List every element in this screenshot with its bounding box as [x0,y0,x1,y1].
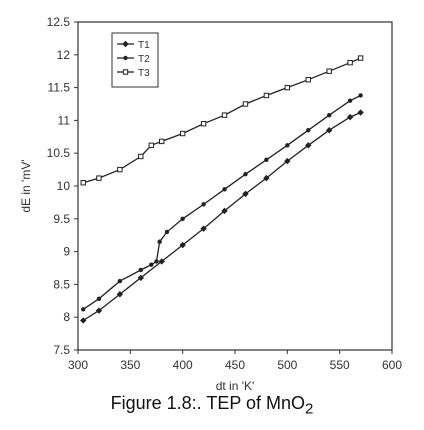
x-tick-label: 300 [68,358,88,372]
caption-text: Figure 1.8:. TEP of MnO [110,393,306,413]
data-point-t3 [347,59,353,66]
x-tick-label: 350 [120,358,140,372]
series-t1 [80,109,364,324]
series-layer [80,55,364,324]
data-point-t1 [158,258,165,265]
data-point-t2 [306,128,311,133]
legend-marker-t1 [122,40,129,48]
data-point-t3 [179,130,186,137]
legend-box [111,32,159,88]
data-point-t3 [138,153,144,160]
figure-caption: Figure 1.8:. TEP of MnO2 [0,393,424,418]
legend-marker-t3 [122,69,129,75]
x-tick-label: 600 [382,358,402,372]
data-point-t1 [263,174,270,182]
data-point-t3 [200,120,207,127]
data-point-t3 [117,166,123,173]
data-point-t2 [81,307,86,312]
data-point-t3 [242,101,249,107]
y-tick-label: 9 [63,245,70,259]
legend: T1 T2 T3 [111,32,159,88]
data-point-t2 [96,296,102,302]
y-tick-label: 11 [58,113,71,127]
legend-label-t3: T3 [138,68,150,79]
data-point-t3 [263,92,270,99]
data-point-t1 [357,109,364,116]
data-point-t3 [148,142,154,149]
data-point-t1 [95,307,103,314]
x-tick-label: 450 [225,358,245,372]
y-tick-label: 12 [57,48,71,62]
y-tick-label: 9.5 [53,212,70,226]
data-point-t1 [179,241,186,249]
data-point-t1 [200,225,207,232]
data-point-t2 [201,202,206,207]
y-tick-label: 8 [63,310,70,324]
legend-label-t2: T2 [138,54,150,65]
x-axis-ticks: 300 350 400 450 500 550 600 [68,350,402,372]
data-point-t3 [305,77,311,83]
y-tick-label: 11.5 [48,81,71,95]
data-point-t2 [164,229,170,235]
y-tick-label: 8.5 [53,277,70,291]
data-point-t2 [149,262,154,267]
data-point-t3 [96,175,102,181]
data-point-t1 [326,127,333,134]
data-point-t3 [159,138,165,145]
data-point-t3 [357,55,364,61]
x-tick-label: 400 [173,358,193,372]
data-point-t2 [138,267,143,273]
data-point-t2 [347,98,353,103]
data-point-t1 [242,190,249,198]
series-line-t3 [83,57,361,184]
x-tick-label: 550 [330,358,350,372]
series-line-t1 [82,111,361,322]
data-point-t1 [221,207,228,215]
data-point-t2 [264,157,269,162]
y-tick-label: 10.5 [47,146,71,160]
data-point-t3 [80,180,86,186]
data-point-t1 [346,113,354,121]
legend-label-t1: T1 [138,40,150,51]
y-tick-label: 10 [57,179,71,193]
y-axis-ticks: 7.5 8 8.5 9 9.5 10 10.5 11 11.5 12 12.5 [47,15,78,357]
data-point-t1 [80,317,87,324]
x-axis-label: dt in 'K' [216,379,255,393]
data-point-t2 [180,216,185,221]
y-tick-label: 12.5 [47,15,71,29]
data-point-t3 [221,112,228,118]
series-line-t2 [82,94,361,310]
y-tick-label: 7.5 [53,343,70,357]
data-point-t2 [222,187,227,192]
y-axis-label: dE in 'mV' [19,159,33,212]
legend-marker-t2 [123,55,128,61]
data-point-t2 [327,112,332,118]
data-point-t1 [116,291,124,298]
series-t3 [80,55,364,186]
data-point-t1 [284,157,291,165]
data-point-t1 [137,274,144,282]
x-tick-label: 500 [277,358,297,372]
data-point-t2 [285,143,290,148]
data-point-t2 [117,278,123,284]
caption-subscript: 2 [305,400,314,418]
series-t2 [81,93,363,312]
data-point-t3 [284,84,291,91]
data-point-t2 [157,239,162,244]
data-point-t2 [243,171,248,177]
data-point-t1 [305,142,312,149]
data-point-t2 [358,93,363,98]
data-point-t2 [154,259,159,264]
data-point-t3 [326,68,332,74]
